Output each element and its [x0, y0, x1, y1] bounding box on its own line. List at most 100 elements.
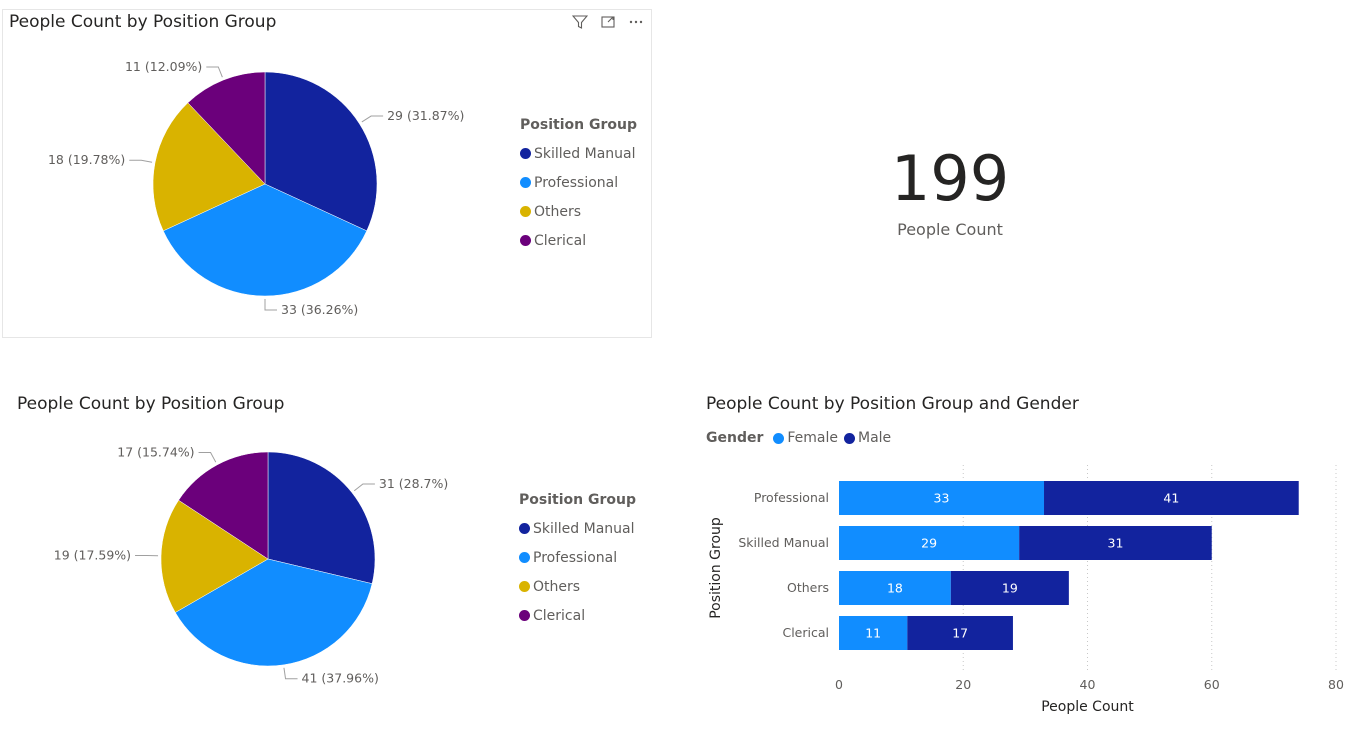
legend-label: Professional	[534, 174, 619, 191]
bar-female-others[interactable]	[839, 571, 951, 605]
x-tick-label: 60	[1204, 677, 1220, 692]
leader-line	[283, 667, 298, 680]
legend-item-clerical[interactable]: Clerical	[520, 226, 637, 255]
legend-label: Skilled Manual	[534, 145, 636, 162]
legend-dot	[520, 235, 531, 246]
data-label: 17 (15.74%)	[117, 444, 194, 459]
legend-item-skilled-manual[interactable]: Skilled Manual	[519, 514, 636, 543]
legend: Position Group Skilled Manual Profession…	[519, 492, 636, 630]
data-label: 29	[921, 536, 937, 551]
legend-item-professional[interactable]: Professional	[519, 543, 636, 572]
legend-dot	[519, 581, 530, 592]
data-label: 33 (36.26%)	[281, 302, 358, 317]
bar-male-clerical[interactable]	[907, 616, 1013, 650]
data-label: 11 (12.09%)	[125, 59, 202, 74]
visual-header	[571, 14, 645, 32]
pie-plot-area: 31 (28.7%) 41 (37.96%) 19 (17.59%) 17 (15.7…	[54, 444, 449, 686]
x-tick-label: 20	[955, 677, 971, 692]
data-label: 33	[934, 491, 950, 506]
data-label: 17	[952, 626, 968, 641]
legend-item-female[interactable]: Female	[773, 430, 838, 446]
legend-label: Clerical	[534, 232, 587, 249]
legend-item-others[interactable]: Others	[520, 197, 637, 226]
pie-slice-professional[interactable]	[162, 183, 368, 297]
legend-dot	[520, 206, 531, 217]
y-tick-label: Professional	[754, 490, 829, 505]
leader-line	[353, 483, 375, 492]
y-tick-label: Skilled Manual	[738, 535, 829, 550]
bar-plot-area: 0 20 40 60 80 Professional 33 41 Skilled Manual 2…	[708, 465, 1344, 715]
legend-dot	[519, 610, 530, 621]
data-label: 19	[1002, 581, 1018, 596]
legend-item-male[interactable]: Male	[844, 430, 891, 446]
legend-item-clerical[interactable]: Clerical	[519, 601, 636, 630]
focus-mode-icon[interactable]	[599, 14, 617, 32]
card-visual[interactable]: 199 People Count	[690, 120, 1210, 280]
legend-dot	[519, 523, 530, 534]
data-label: 11	[865, 626, 881, 641]
y-axis-title: Position Group	[708, 517, 724, 619]
legend: Position Group Skilled Manual Profession…	[520, 117, 637, 255]
legend-label: Professional	[533, 549, 618, 566]
legend-dot	[520, 148, 531, 159]
pie-slice-professional[interactable]	[174, 558, 373, 667]
stacked-bar-chart-visual[interactable]: People Count by Position Group and Gende…	[700, 380, 1360, 725]
data-label: 41	[1163, 491, 1179, 506]
legend-title: Position Group	[519, 492, 636, 508]
legend-item-professional[interactable]: Professional	[520, 168, 637, 197]
leader-line	[198, 451, 217, 463]
more-options-icon[interactable]	[627, 14, 645, 32]
legend-label: Female	[787, 430, 838, 446]
bar-male-professional[interactable]	[1044, 481, 1299, 515]
bar-male-others[interactable]	[950, 571, 1069, 605]
pie-chart-visual-2[interactable]: People Count by Position Group 31 (28.7%…	[2, 380, 652, 720]
pie-slice-skilled-manual[interactable]	[264, 71, 378, 232]
legend-label: Others	[533, 578, 581, 595]
x-tick-label: 0	[835, 677, 843, 692]
legend-dot	[519, 552, 530, 563]
data-label: 19 (17.59%)	[54, 547, 131, 562]
y-tick-label: Others	[787, 580, 829, 595]
legend-item-others[interactable]: Others	[519, 572, 636, 601]
pie-slice-others[interactable]	[160, 499, 269, 613]
chart-title: People Count by Position Group	[9, 12, 277, 32]
data-label: 18 (19.78%)	[48, 152, 125, 167]
card-label: People Count	[897, 220, 1003, 239]
legend-label: Skilled Manual	[533, 520, 635, 537]
legend-label: Clerical	[533, 607, 586, 624]
legend-title: Gender	[706, 430, 764, 446]
leader-line	[264, 299, 277, 311]
pie-chart-visual-1[interactable]: People Count by Position Group 29 (31.87…	[2, 9, 652, 338]
x-tick-label: 80	[1328, 677, 1344, 692]
y-tick-label: Clerical	[782, 625, 829, 640]
x-axis-title: People Count	[1041, 699, 1134, 715]
chart-title: People Count by Position Group and Gende…	[706, 394, 1079, 414]
leader-line	[361, 115, 384, 123]
data-label: 18	[887, 581, 903, 596]
data-label: 29 (31.87%)	[387, 108, 464, 123]
bar-female-clerical[interactable]	[839, 616, 908, 650]
leader-line	[206, 66, 223, 78]
legend: Gender Female Male	[706, 430, 891, 446]
data-label: 31	[1108, 536, 1124, 551]
bar-female-skilled-manual[interactable]	[839, 526, 1020, 560]
card-value: 199	[890, 142, 1010, 215]
legend-label: Others	[534, 203, 582, 220]
pie-slice-others[interactable]	[152, 102, 266, 232]
x-tick-label: 40	[1080, 677, 1096, 692]
bar-male-skilled-manual[interactable]	[1019, 526, 1212, 560]
legend-item-skilled-manual[interactable]: Skilled Manual	[520, 139, 637, 168]
legend-title: Position Group	[520, 117, 637, 133]
data-label: 31 (28.7%)	[379, 476, 448, 491]
pie-slice-skilled-manual[interactable]	[267, 451, 376, 584]
pie-slice-clerical[interactable]	[178, 451, 269, 560]
pie-plot-area: 29 (31.87%) 33 (36.26%) 18 (19.78%) 11 (12.…	[48, 59, 464, 317]
legend-label: Male	[858, 430, 892, 446]
pie-slice-clerical[interactable]	[187, 71, 266, 185]
bar-female-professional[interactable]	[839, 481, 1045, 515]
data-label: 41 (37.96%)	[302, 671, 379, 686]
leader-line	[129, 159, 153, 163]
filter-icon[interactable]	[571, 14, 589, 32]
legend-dot	[844, 432, 855, 444]
chart-title: People Count by Position Group	[17, 394, 285, 414]
